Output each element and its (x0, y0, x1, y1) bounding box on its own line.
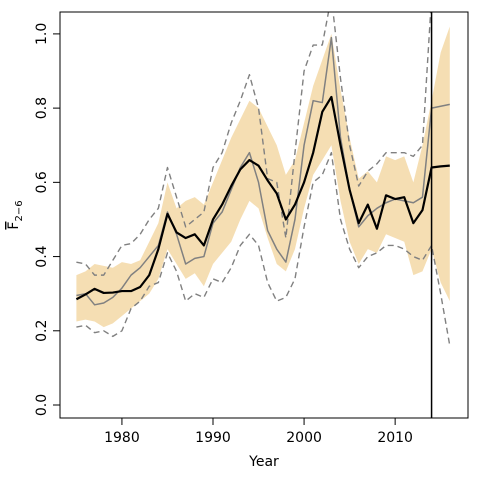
y-axis-label-sub: 2−6 (14, 200, 25, 221)
y-tick-label: 0.6 (34, 171, 50, 193)
y-axis-label-main: F (6, 222, 22, 230)
y-tick-label: 0.2 (34, 320, 50, 342)
x-tick-label: 2010 (377, 430, 413, 446)
plot-frame (59, 11, 469, 419)
y-tick-label: 0.8 (34, 97, 50, 119)
x-tick-label: 1990 (195, 430, 231, 446)
y-tick-label: 0.0 (34, 394, 50, 416)
x-tick-label: 2000 (286, 430, 322, 446)
y-tick-label: 0.4 (34, 245, 50, 267)
y-tick-label: 1.0 (34, 23, 50, 45)
confidence-band (76, 26, 450, 328)
interval-line (76, 12, 432, 276)
x-axis-label: Year (248, 454, 279, 470)
series-line (76, 36, 450, 306)
series-line (75, 95, 450, 301)
x-tick-label: 1980 (104, 430, 140, 446)
interval-line (76, 151, 451, 346)
plot-area (75, 12, 451, 418)
y-axis-label: F2−6 (6, 200, 25, 229)
